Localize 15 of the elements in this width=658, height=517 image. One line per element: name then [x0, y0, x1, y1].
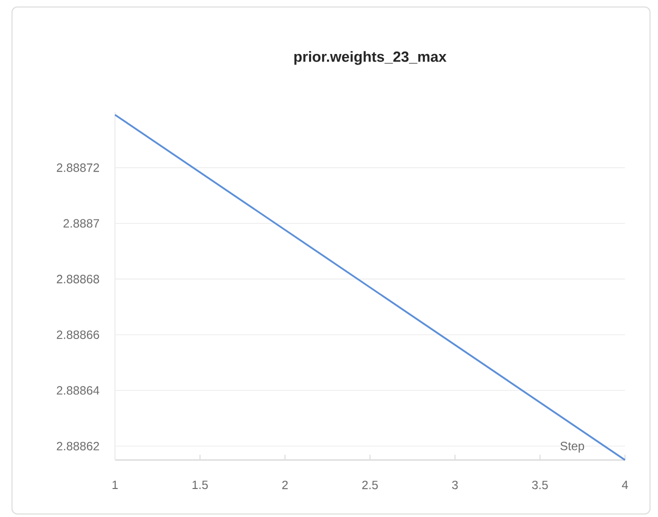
x-tick-label: 1.5: [192, 480, 208, 490]
y-tick-label: 2.8887: [64, 219, 100, 228]
x-axis-title: Step: [560, 442, 584, 453]
x-tick-label: 3.5: [532, 480, 548, 490]
x-tick-label: 2.5: [362, 480, 378, 490]
y-tick-label: 2.88866: [56, 330, 100, 339]
x-tick-label: 1: [112, 480, 118, 489]
y-tick-label: 2.88864: [56, 386, 100, 395]
x-tick-label: 4: [622, 480, 628, 489]
chart-title: prior.weights_23_max: [294, 51, 447, 65]
y-tick-label: 2.88862: [56, 442, 100, 450]
x-tick-label: 3: [452, 480, 458, 490]
y-tick-label: 2.88872: [56, 163, 100, 172]
x-tick-label: 2: [282, 480, 288, 490]
y-tick-label: 2.88868: [56, 274, 100, 284]
